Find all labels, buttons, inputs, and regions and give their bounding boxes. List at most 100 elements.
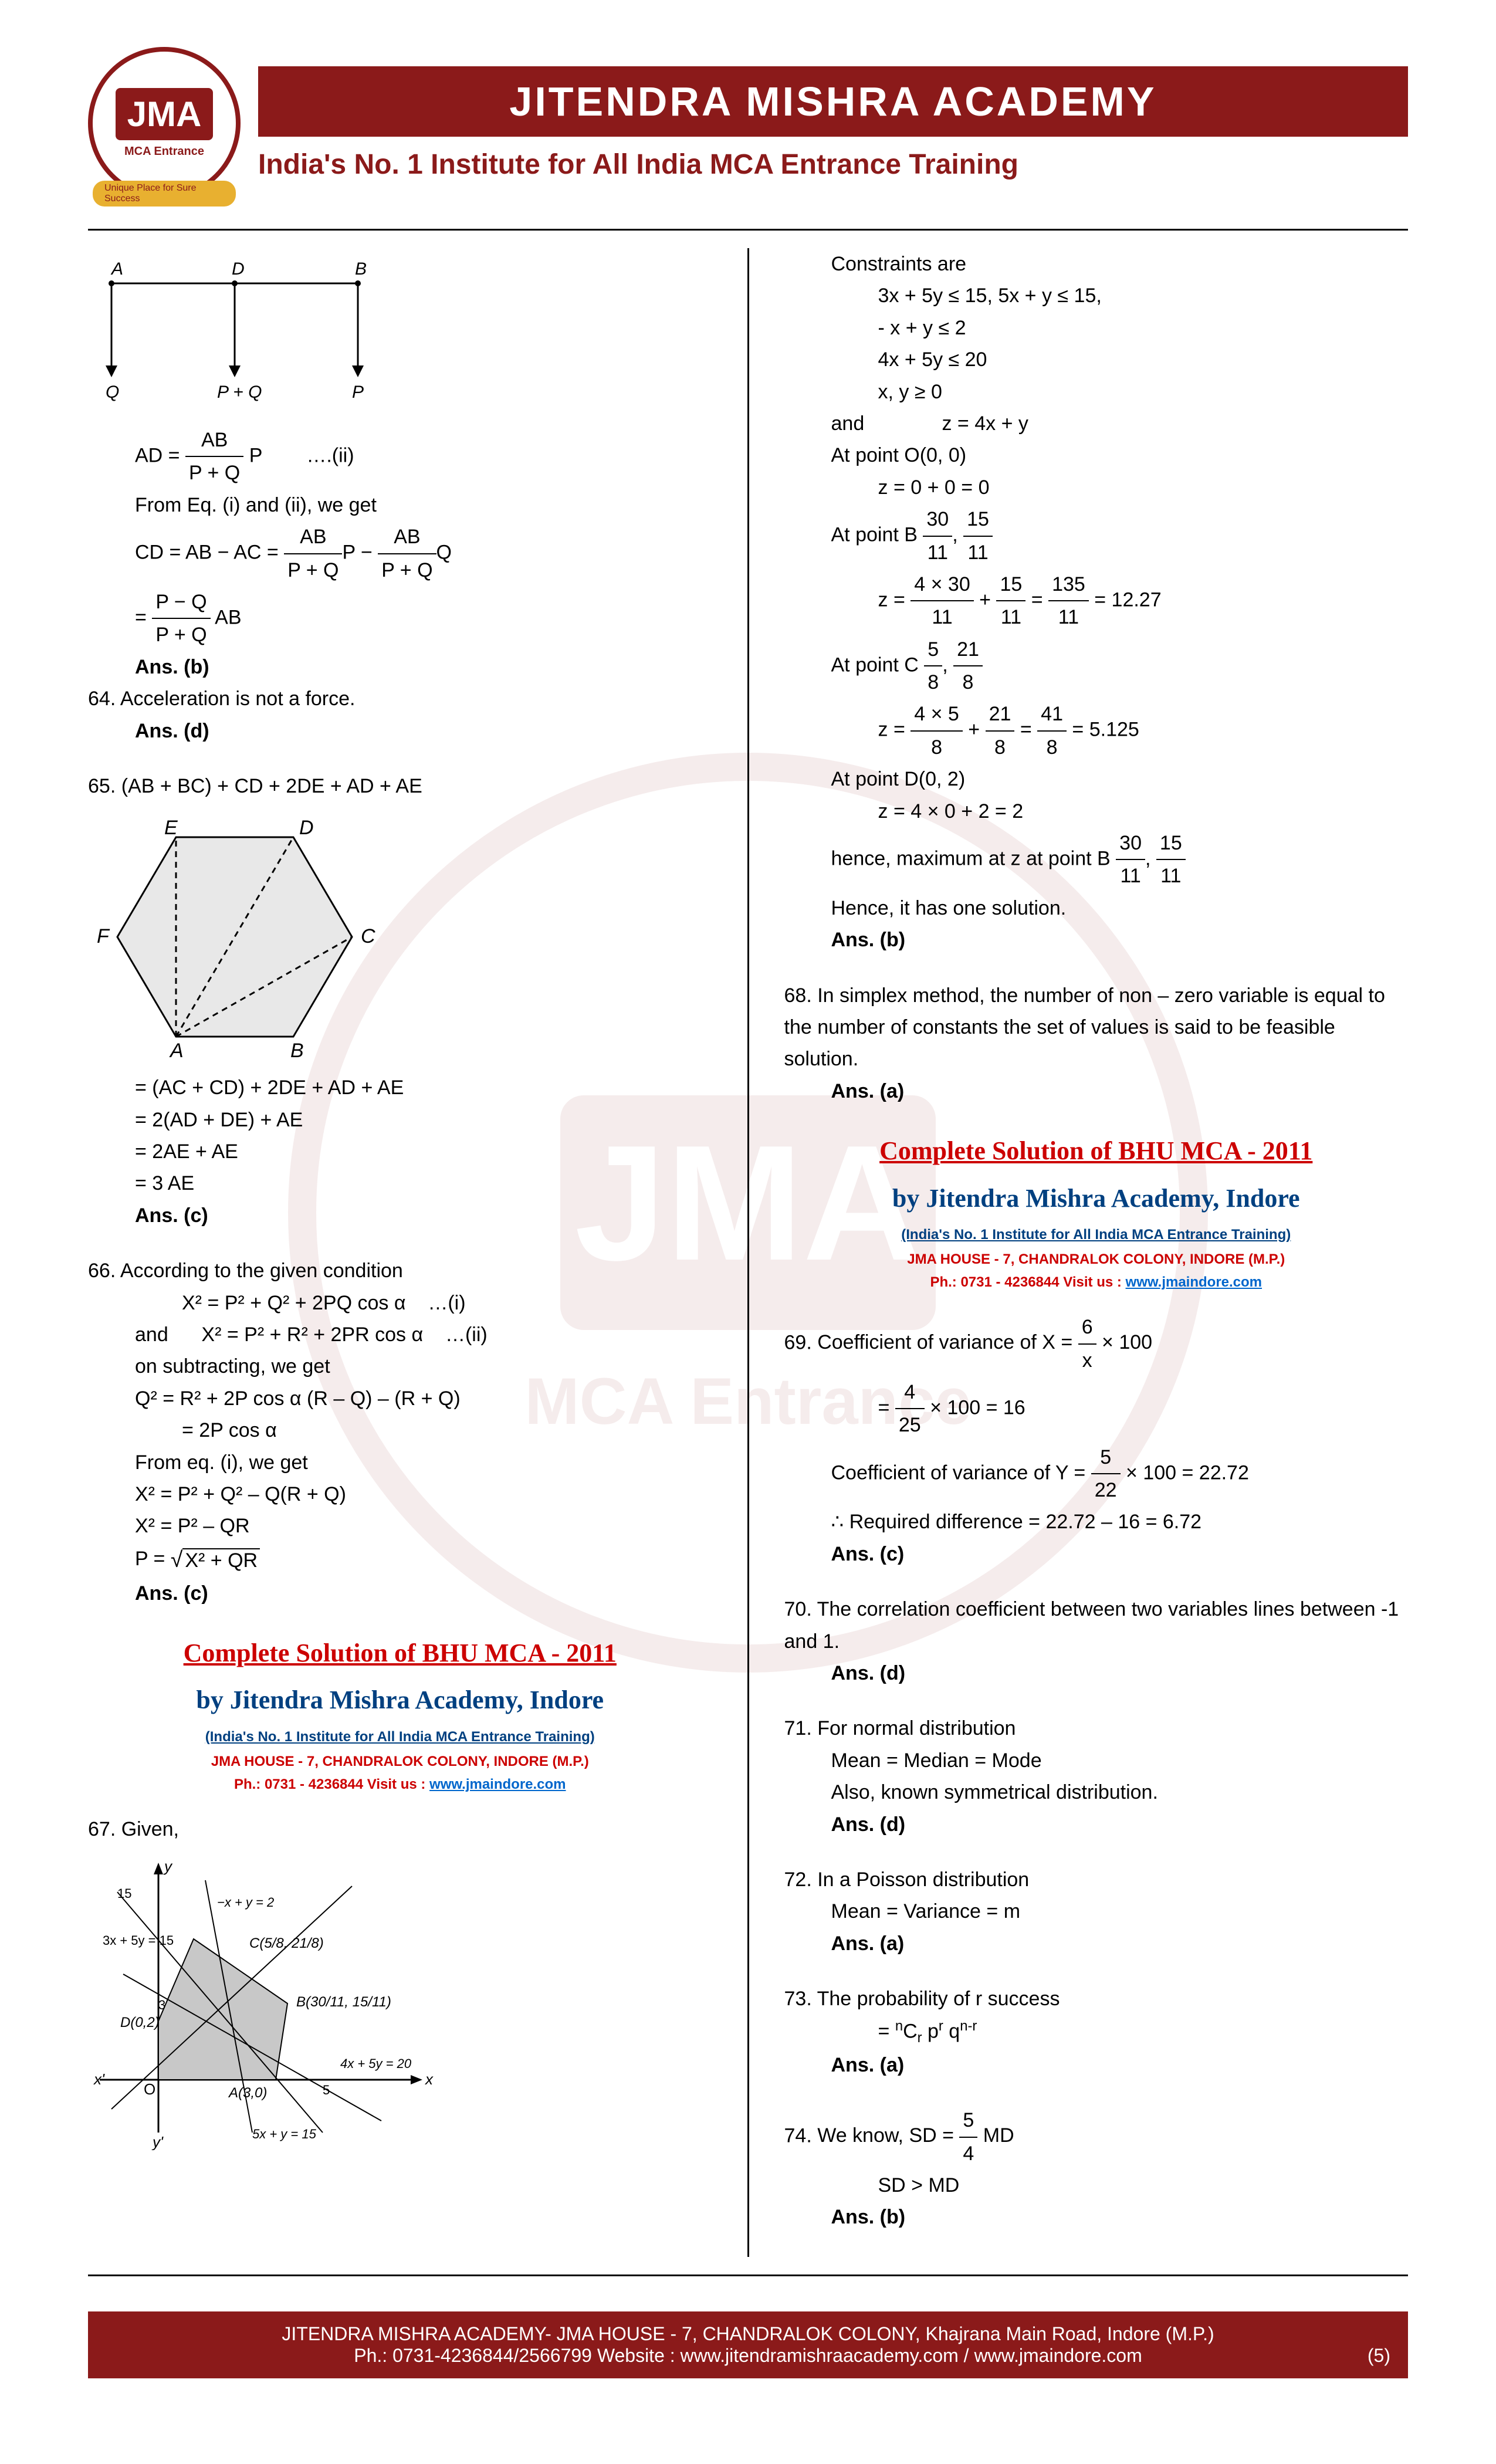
promo-link[interactable]: www.jmaindore.com bbox=[429, 1776, 566, 1792]
promo-block-left: Complete Solution of BHU MCA - 2011 by J… bbox=[88, 1633, 712, 1796]
page-number: (5) bbox=[1368, 2345, 1390, 2367]
page-header: JMA MCA Entrance Unique Place for Sure S… bbox=[88, 47, 1408, 199]
promo-line2-r: JMA HOUSE - 7, CHANDRALOK COLONY, INDORE… bbox=[784, 1248, 1409, 1271]
q73-num: 73. bbox=[784, 1988, 812, 2010]
q63-eq-ad: AD = ABP + Q P ….(ii) bbox=[135, 424, 712, 489]
q64: 64. Acceleration is not a force. Ans. (d… bbox=[88, 683, 712, 747]
q67c-bz: z = 4 × 3011 + 1511 = 13511 = 12.27 bbox=[878, 568, 1409, 634]
promo-line3: Ph.: 0731 - 4236844 Visit us : www.jmain… bbox=[88, 1773, 712, 1796]
promo-block-right: Complete Solution of BHU MCA - 2011 by J… bbox=[784, 1131, 1409, 1294]
svg-text:A: A bbox=[110, 260, 123, 279]
svg-text:P + Q: P + Q bbox=[217, 383, 262, 402]
promo-line3-r: Ph.: 0731 - 4236844 Visit us : www.jmain… bbox=[784, 1271, 1409, 1294]
q66-eq4: = 2P cos α bbox=[182, 1414, 712, 1446]
q66-eq2: and X² = P² + R² + 2PR cos α …(ii) bbox=[135, 1319, 712, 1351]
logo-ribbon: Unique Place for Sure Success bbox=[93, 181, 236, 207]
q66-eq3: Q² = R² + 2P cos α (R – Q) – (R + Q) bbox=[135, 1383, 712, 1414]
q74-l2: SD > MD bbox=[878, 2169, 1409, 2201]
q63-ans: Ans. (b) bbox=[135, 651, 712, 683]
content-columns: A D B Q P + Q P AD = ABP + Q P ….(ii) Fr… bbox=[88, 248, 1408, 2257]
svg-text:−x + y = 2: −x + y = 2 bbox=[217, 1895, 274, 1910]
svg-text:3: 3 bbox=[158, 1998, 165, 2012]
q69-num: 69. bbox=[784, 1331, 812, 1353]
column-divider bbox=[747, 248, 749, 2257]
q69: 69. Coefficient of variance of X = 6x × … bbox=[784, 1311, 1409, 1570]
q71: 71. For normal distribution Mean = Media… bbox=[784, 1712, 1409, 1840]
q67c-b: At point B 3011, 1511 bbox=[831, 503, 1409, 568]
q69-eq3: ∴ Required difference = 22.72 – 16 = 6.7… bbox=[831, 1506, 1409, 1538]
q67c-hence1: hence, maximum at z at point B 3011, 151… bbox=[831, 827, 1409, 892]
q72-text: In a Poisson distribution bbox=[817, 1869, 1029, 1891]
academy-title: JITENDRA MISHRA ACADEMY bbox=[258, 66, 1408, 137]
lp-graph: x x' y y' O 15 3x + 5y = 15 −x + y = 2 C… bbox=[88, 1857, 712, 2150]
promo-link-r[interactable]: www.jmaindore.com bbox=[1126, 1274, 1263, 1290]
q67c-l4: 4x + 5y ≤ 20 bbox=[878, 344, 1409, 375]
q66-text: According to the given condition bbox=[120, 1260, 403, 1282]
q67c-and: and z = 4x + y bbox=[831, 408, 1409, 439]
q66-eq1: X² = P² + Q² + 2PQ cos α …(i) bbox=[182, 1287, 712, 1319]
footer-line1: JITENDRA MISHRA ACADEMY- JMA HOUSE - 7, … bbox=[111, 2323, 1385, 2345]
footer-link2[interactable]: www.jmaindore.com bbox=[974, 2345, 1142, 2366]
footer-link1[interactable]: www.jitendramishraacademy.com bbox=[681, 2345, 959, 2366]
q69-text: Coefficient of variance of X = 6x × 100 bbox=[817, 1331, 1152, 1353]
q72-num: 72. bbox=[784, 1869, 812, 1891]
q65-l3: = 2AE + AE bbox=[135, 1136, 712, 1167]
svg-text:3x + 5y = 15: 3x + 5y = 15 bbox=[103, 1933, 174, 1948]
svg-text:D: D bbox=[232, 260, 245, 279]
q68-ans: Ans. (a) bbox=[831, 1075, 1409, 1107]
q67c-o: At point O(0, 0) bbox=[831, 439, 1409, 471]
q67c-l3: - x + y ≤ 2 bbox=[878, 312, 1409, 344]
q73: 73. The probability of r success = nCr p… bbox=[784, 1983, 1409, 2081]
footer-rule bbox=[88, 2275, 1408, 2276]
svg-text:Q: Q bbox=[106, 383, 119, 402]
svg-text:C(5/8, 21/8): C(5/8, 21/8) bbox=[249, 1935, 324, 1951]
svg-text:4x + 5y = 20: 4x + 5y = 20 bbox=[340, 2056, 412, 2071]
svg-text:x: x bbox=[424, 2070, 434, 2088]
q68-num: 68. bbox=[784, 984, 812, 1007]
svg-text:P: P bbox=[352, 383, 364, 402]
svg-text:y': y' bbox=[151, 2133, 164, 2150]
q72-ans: Ans. (a) bbox=[831, 1928, 1409, 1959]
q67c-ans: Ans. (b) bbox=[831, 924, 1409, 956]
promo-line1-r: (India's No. 1 Institute for All India M… bbox=[784, 1224, 1409, 1246]
q66-eq7: P = X² + QR bbox=[135, 1542, 712, 1578]
q67c-l2: 3x + 5y ≤ 15, 5x + y ≤ 15, bbox=[878, 280, 1409, 312]
promo-title: Complete Solution of BHU MCA - 2011 bbox=[88, 1633, 712, 1674]
q71-l2: Mean = Median = Mode bbox=[831, 1745, 1409, 1776]
q63-from: From Eq. (i) and (ii), we get bbox=[135, 489, 712, 521]
header-rule bbox=[88, 229, 1408, 231]
q67c-l1: Constraints are bbox=[831, 248, 1409, 280]
q65-l1: = (AC + CD) + 2DE + AD + AE bbox=[135, 1072, 712, 1104]
q70-ans: Ans. (d) bbox=[831, 1657, 1409, 1689]
svg-text:A(3,0): A(3,0) bbox=[228, 2085, 267, 2101]
q64-ans: Ans. (d) bbox=[135, 715, 712, 747]
q71-num: 71. bbox=[784, 1717, 812, 1739]
q67c-l5: x, y ≥ 0 bbox=[878, 376, 1409, 408]
svg-text:B: B bbox=[355, 260, 367, 279]
q70-num: 70. bbox=[784, 1598, 812, 1620]
q73-eq: = nCr pr qn-r bbox=[878, 2015, 1409, 2049]
q64-text: Acceleration is not a force. bbox=[120, 688, 356, 710]
svg-text:D: D bbox=[299, 817, 314, 839]
q69-eq2: = 425 × 100 = 16 bbox=[878, 1376, 1409, 1441]
svg-text:5x + y = 15: 5x + y = 15 bbox=[252, 2127, 317, 2141]
right-column: Constraints are 3x + 5y ≤ 15, 5x + y ≤ 1… bbox=[784, 248, 1409, 2257]
q67c-c: At point C 58, 218 bbox=[831, 634, 1409, 699]
q74-text: We know, SD = 54 MD bbox=[817, 2124, 1014, 2147]
svg-text:B: B bbox=[290, 1040, 304, 1060]
q67-text: Given, bbox=[121, 1818, 179, 1840]
logo-text: JMA bbox=[116, 88, 214, 140]
q72-l2: Mean = Variance = m bbox=[831, 1896, 1409, 1927]
promo-sub: by Jitendra Mishra Academy, Indore bbox=[88, 1680, 712, 1721]
q65-text: (AB + BC) + CD + 2DE + AD + AE bbox=[121, 775, 422, 797]
svg-text:F: F bbox=[97, 925, 110, 947]
q66: 66. According to the given condition X² … bbox=[88, 1255, 712, 1609]
q64-num: 64. bbox=[88, 688, 116, 710]
q65: 65. (AB + BC) + CD + 2DE + AD + AE A B C… bbox=[88, 770, 712, 1231]
svg-text:y: y bbox=[163, 1857, 173, 1875]
q66-eq6: X² = P² – QR bbox=[135, 1510, 712, 1542]
left-column: A D B Q P + Q P AD = ABP + Q P ….(ii) Fr… bbox=[88, 248, 712, 2257]
q68-text: In simplex method, the number of non – z… bbox=[784, 984, 1385, 1071]
page-footer: JITENDRA MISHRA ACADEMY- JMA HOUSE - 7, … bbox=[88, 2311, 1408, 2378]
force-diagram: A D B Q P + Q P bbox=[88, 260, 712, 412]
